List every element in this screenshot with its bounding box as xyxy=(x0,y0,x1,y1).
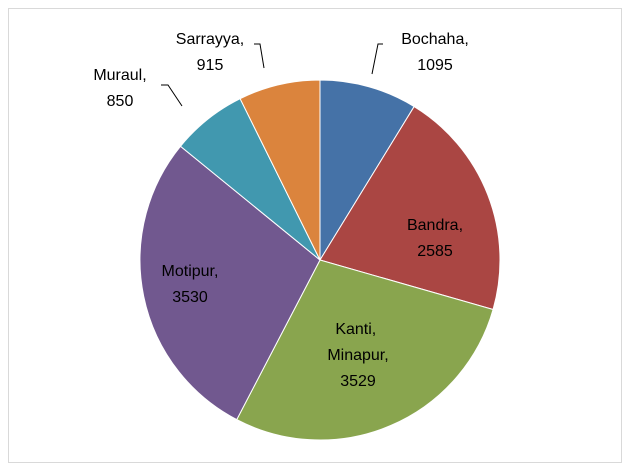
data-label-name: Motipur, xyxy=(162,263,219,280)
data-label-name: Kanti, Minapur, xyxy=(327,321,388,364)
data-label-value: 3530 xyxy=(172,289,208,306)
data-label-value: 915 xyxy=(197,57,224,74)
pie-slice xyxy=(239,79,321,261)
data-label-value: 850 xyxy=(107,93,134,110)
pie-slice xyxy=(319,105,501,311)
data-label-line: Muraul, xyxy=(93,67,146,84)
data-label-name: Muraul, xyxy=(93,67,146,84)
data-label-name: Bochaha, xyxy=(401,31,469,48)
data-label-name: Bandra, xyxy=(407,217,463,234)
data-label-line: Bochaha, xyxy=(401,31,469,48)
data-label-line: Sarrayya, xyxy=(176,31,244,48)
leader-line xyxy=(161,84,183,107)
data-label-value: 2585 xyxy=(417,243,453,260)
data-label-line: Minapur, xyxy=(327,347,388,364)
data-label-name: Sarrayya, xyxy=(176,31,244,48)
data-label-line: Bandra, xyxy=(407,217,463,234)
data-label-value: 3529 xyxy=(340,373,376,390)
pie-slice xyxy=(319,79,415,262)
leader-line xyxy=(371,43,383,75)
pie-slice xyxy=(236,259,494,441)
pie-slice xyxy=(139,145,321,421)
data-label-value: 1095 xyxy=(417,57,453,74)
leader-line xyxy=(254,43,265,69)
data-label-line: Kanti, xyxy=(335,321,380,338)
data-label-line: Motipur, xyxy=(162,263,219,280)
